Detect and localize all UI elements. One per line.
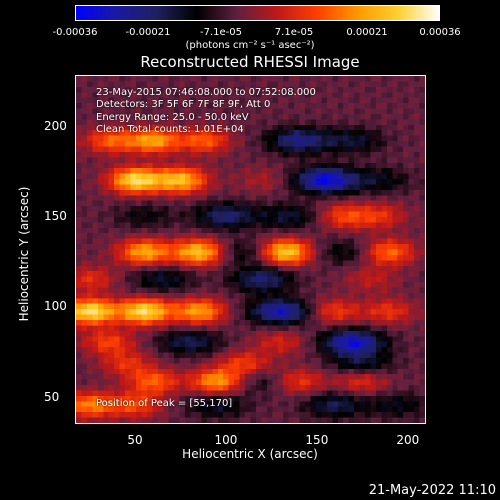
colorbar-tick: -7.1e-05 — [200, 27, 242, 38]
chart-title: Reconstructed RHESSI Image — [140, 53, 360, 71]
y-tick-label: 150 — [44, 209, 67, 224]
colorbar-tick: -0.00036 — [52, 27, 98, 38]
colorbar-tick: -0.00021 — [125, 27, 171, 38]
y-tick-label: 50 — [44, 389, 60, 404]
y-tick-label: 100 — [44, 299, 67, 314]
annotation-clean: Clean Total counts: 1.01E+04 — [96, 124, 244, 135]
x-tick-label: 150 — [305, 433, 329, 447]
x-tick-label: 100 — [214, 433, 238, 447]
y-tick-label: 200 — [44, 118, 67, 133]
colorbar-tick: 7.1e-05 — [274, 27, 314, 38]
heatmap-image — [76, 76, 425, 423]
annotation-peak: Position of Peak = [55,170] — [96, 398, 233, 409]
y-axis-label: Heliocentric Y (arcsec) — [17, 186, 31, 322]
colorbar — [75, 5, 440, 21]
colorbar-tick: 0.00021 — [346, 27, 388, 38]
x-axis-label: Heliocentric X (arcsec) — [182, 447, 318, 461]
plot-area: 23-May-2015 07:46:08.000 to 07:52:08.000… — [75, 75, 426, 424]
annotation-detectors: Detectors: 3F 5F 6F 7F 8F 9F, Att 0 — [96, 99, 271, 110]
colorbar-unit-label: (photons cm⁻² s⁻¹ asec⁻²) — [185, 40, 315, 51]
timestamp: 21-May-2022 11:10 — [368, 483, 496, 498]
x-tick-label: 200 — [396, 433, 420, 447]
annotation-time: 23-May-2015 07:46:08.000 to 07:52:08.000 — [96, 87, 316, 98]
annotation-energy: Energy Range: 25.0 - 50.0 keV — [96, 112, 249, 123]
colorbar-tick: 0.00036 — [419, 27, 461, 38]
x-tick-label: 50 — [127, 433, 143, 447]
